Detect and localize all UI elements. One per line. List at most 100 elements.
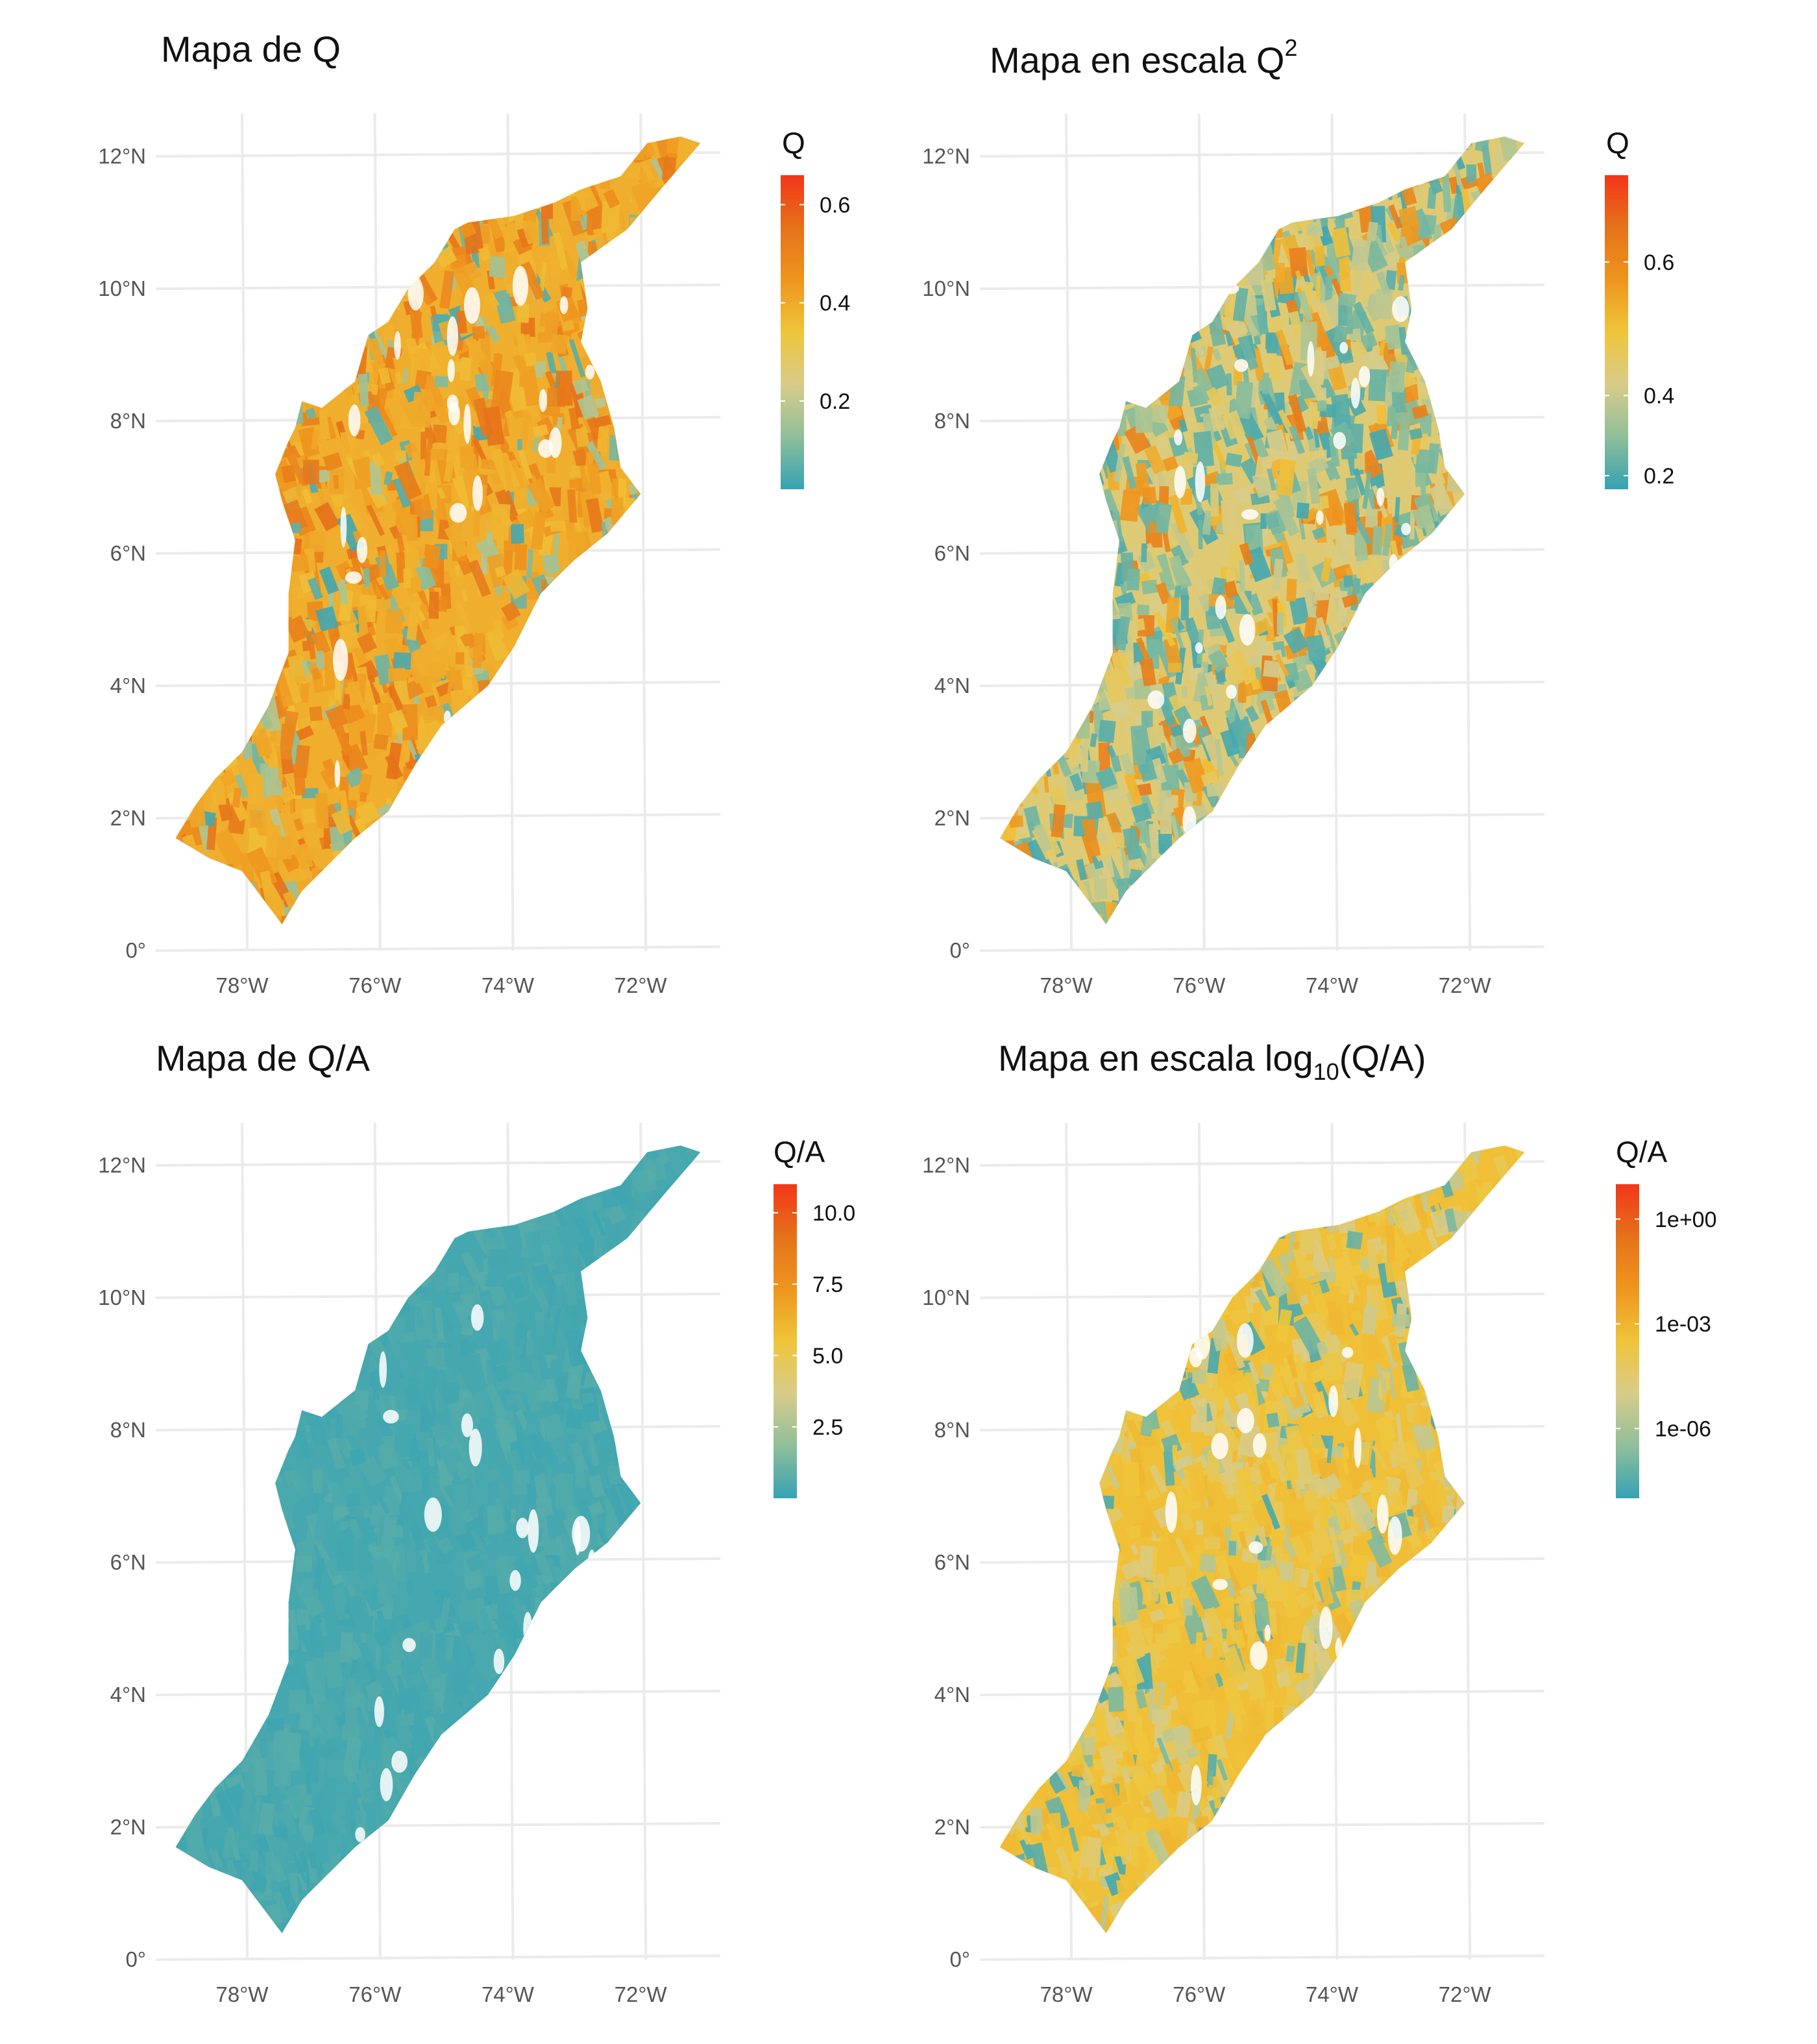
- color-legend: Q 0.2 0.4 0.6: [781, 126, 850, 489]
- latitude-gridline: [155, 1954, 721, 1961]
- latitude-gridline: [979, 1954, 1545, 1961]
- legend-title: Q/A: [774, 1135, 825, 1169]
- latitude-tick-label: 4°N: [934, 674, 970, 698]
- legend-tick-label: 10.0: [812, 1201, 855, 1226]
- legend-tick-label: 0.6: [820, 193, 850, 217]
- legend-tick-label: 5.0: [812, 1344, 843, 1369]
- longitude-tick-label: 74°W: [482, 1982, 535, 2006]
- latitude-tick-label: 6°N: [934, 541, 970, 565]
- latitude-tick-label: 2°N: [934, 806, 970, 830]
- panel-qa-map: Mapa de Q/A 0°2°N4°N6°N8°N10°N12°N 78°W 7…: [98, 1038, 855, 2006]
- longitude-tick-label: 78°W: [1040, 973, 1093, 997]
- longitude-tick-label: 76°W: [1173, 973, 1226, 997]
- longitude-tick-label: 78°W: [1040, 1982, 1093, 2006]
- longitude-tick-labels: 78°W 76°W 74°W 72°W: [216, 1982, 668, 2006]
- legend-tick-labels: 1e-06 1e-03 1e+00: [1616, 1208, 1717, 1441]
- color-legend: Q/A 1e-06 1e-03 1e+00: [1616, 1135, 1717, 1498]
- longitude-gridline: [1463, 1122, 1472, 1960]
- longitude-gridline: [639, 1122, 648, 1960]
- latitude-tick-label: 10°N: [98, 1285, 146, 1309]
- longitude-tick-label: 74°W: [482, 973, 535, 997]
- legend-tick-label: 1e+00: [1655, 1208, 1717, 1232]
- longitude-tick-label: 72°W: [615, 1982, 668, 2006]
- latitude-tick-label: 2°N: [110, 806, 146, 830]
- latitude-tick-label: 10°N: [98, 276, 146, 300]
- legend-colorbar: [774, 1184, 797, 1498]
- panel-title: Mapa en escala Q2: [990, 34, 1298, 80]
- latitude-tick-label: 6°N: [934, 1550, 970, 1574]
- latitude-tick-label: 0°: [125, 1947, 146, 1971]
- longitude-tick-label: 76°W: [348, 973, 402, 997]
- longitude-tick-label: 78°W: [216, 973, 269, 997]
- latitude-tick-label: 0°: [949, 938, 970, 962]
- legend-colorbar: [1605, 175, 1628, 489]
- latitude-tick-label: 12°N: [922, 1153, 970, 1177]
- legend-tick-label: 0.2: [1644, 464, 1674, 489]
- legend-tick-labels: 2.5 5.0 7.5 10.0: [774, 1201, 855, 1440]
- latitude-gridline: [155, 1160, 721, 1167]
- color-legend: Q/A 2.5 5.0 7.5 10.0: [774, 1135, 855, 1498]
- latitude-tick-label: 12°N: [922, 144, 970, 168]
- latitude-tick-label: 6°N: [110, 541, 146, 565]
- longitude-tick-label: 72°W: [615, 973, 668, 997]
- latitude-tick-label: 8°N: [110, 1418, 146, 1442]
- latitude-tick-label: 4°N: [110, 674, 146, 698]
- legend-tick-label: 2.5: [812, 1415, 843, 1440]
- legend-colorbar: [781, 175, 804, 489]
- latitude-tick-label: 4°N: [934, 1683, 970, 1707]
- latitude-tick-label: 2°N: [110, 1815, 146, 1839]
- legend-colorbar: [1616, 1184, 1639, 1498]
- longitude-gridline: [1463, 113, 1472, 951]
- legend-tick-labels: 0.2 0.4 0.6: [781, 193, 850, 414]
- latitude-tick-label: 10°N: [922, 276, 970, 300]
- legend-tick-label: 1e-06: [1655, 1417, 1711, 1441]
- panel-title: Mapa de Q/A: [156, 1038, 371, 1078]
- latitude-tick-label: 8°N: [934, 409, 970, 433]
- longitude-tick-label: 74°W: [1306, 973, 1359, 997]
- latitude-tick-labels: 0° 2°N 4°N 6°N 8°N 10°N 12°N: [98, 144, 146, 962]
- legend-tick-label: 0.2: [820, 389, 850, 414]
- latitude-tick-label: 12°N: [98, 144, 146, 168]
- latitude-tick-labels: 0° 2°N 4°N 6°N 8°N 10°N 12°N: [922, 1153, 970, 1971]
- legend-title: Q: [782, 126, 805, 160]
- longitude-gridline: [639, 113, 648, 951]
- latitude-tick-label: 6°N: [110, 1550, 146, 1574]
- legend-tick-label: 7.5: [812, 1272, 843, 1297]
- color-legend: Q 0.2 0.4 0.6: [1605, 126, 1674, 489]
- longitude-tick-label: 72°W: [1439, 1982, 1492, 2006]
- panel-logqa-map: Mapa en escala log10(Q/A) 0° 2°N 4°N 6°N 8°N…: [922, 1038, 1716, 2006]
- latitude-tick-label: 8°N: [110, 409, 146, 433]
- legend-tick-label: 0.4: [820, 291, 850, 316]
- legend-tick-label: 1e-03: [1655, 1312, 1711, 1337]
- panel-q2-map: Mapa en escala Q2 0° 2°N 4°N 6°N 8°N 10°N 12°N…: [922, 34, 1674, 997]
- latitude-gridline: [979, 151, 1545, 158]
- latitude-tick-label: 10°N: [922, 1285, 970, 1309]
- latitude-gridline: [155, 151, 721, 158]
- latitude-gridline: [155, 945, 721, 952]
- legend-title: Q: [1606, 126, 1629, 160]
- latitude-gridline: [979, 945, 1545, 952]
- legend-tick-label: 0.6: [1644, 250, 1674, 275]
- legend-title: Q/A: [1616, 1135, 1668, 1169]
- longitude-tick-labels: 78°W 76°W 74°W 72°W: [216, 973, 668, 997]
- panel-title: Mapa en escala log10(Q/A): [998, 1038, 1426, 1085]
- longitude-tick-label: 76°W: [1173, 1982, 1226, 2006]
- longitude-tick-label: 76°W: [348, 1982, 402, 2006]
- longitude-tick-label: 74°W: [1306, 1982, 1359, 2006]
- legend-tick-labels: 0.2 0.4 0.6: [1605, 250, 1674, 489]
- latitude-gridline: [979, 1160, 1545, 1167]
- longitude-tick-label: 78°W: [216, 1982, 269, 2006]
- legend-tick-label: 0.4: [1644, 384, 1674, 409]
- longitude-tick-labels: 78°W 76°W 74°W 72°W: [1040, 973, 1492, 997]
- latitude-tick-label: 0°: [125, 938, 146, 962]
- longitude-tick-labels: 78°W 76°W 74°W 72°W: [1040, 1982, 1492, 2006]
- region-fill: [175, 136, 701, 925]
- longitude-tick-label: 72°W: [1439, 973, 1492, 997]
- latitude-tick-label: 4°N: [110, 1683, 146, 1707]
- latitude-tick-label: 12°N: [98, 1153, 146, 1177]
- latitude-tick-label: 8°N: [934, 1418, 970, 1442]
- latitude-tick-label: 2°N: [934, 1815, 970, 1839]
- latitude-tick-labels: 0° 2°N 4°N 6°N 8°N 10°N 12°N: [98, 1153, 146, 1971]
- panel-q-map: Mapa de Q 0° 2°N 4°N 6°N 8°N 10°N 12°N 78°W 76°…: [98, 29, 850, 997]
